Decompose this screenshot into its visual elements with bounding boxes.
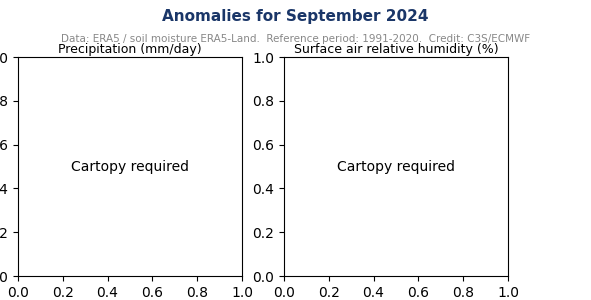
Text: Cartopy required: Cartopy required: [337, 160, 455, 173]
Text: Anomalies for September 2024: Anomalies for September 2024: [163, 9, 428, 24]
Title: Surface air relative humidity (%): Surface air relative humidity (%): [294, 43, 498, 56]
Text: Data: ERA5 / soil moisture ERA5-Land.  Reference period: 1991-2020.  Credit: C3S: Data: ERA5 / soil moisture ERA5-Land. Re…: [61, 34, 530, 44]
Text: Cartopy required: Cartopy required: [71, 160, 189, 173]
Title: Precipitation (mm/day): Precipitation (mm/day): [58, 43, 202, 56]
